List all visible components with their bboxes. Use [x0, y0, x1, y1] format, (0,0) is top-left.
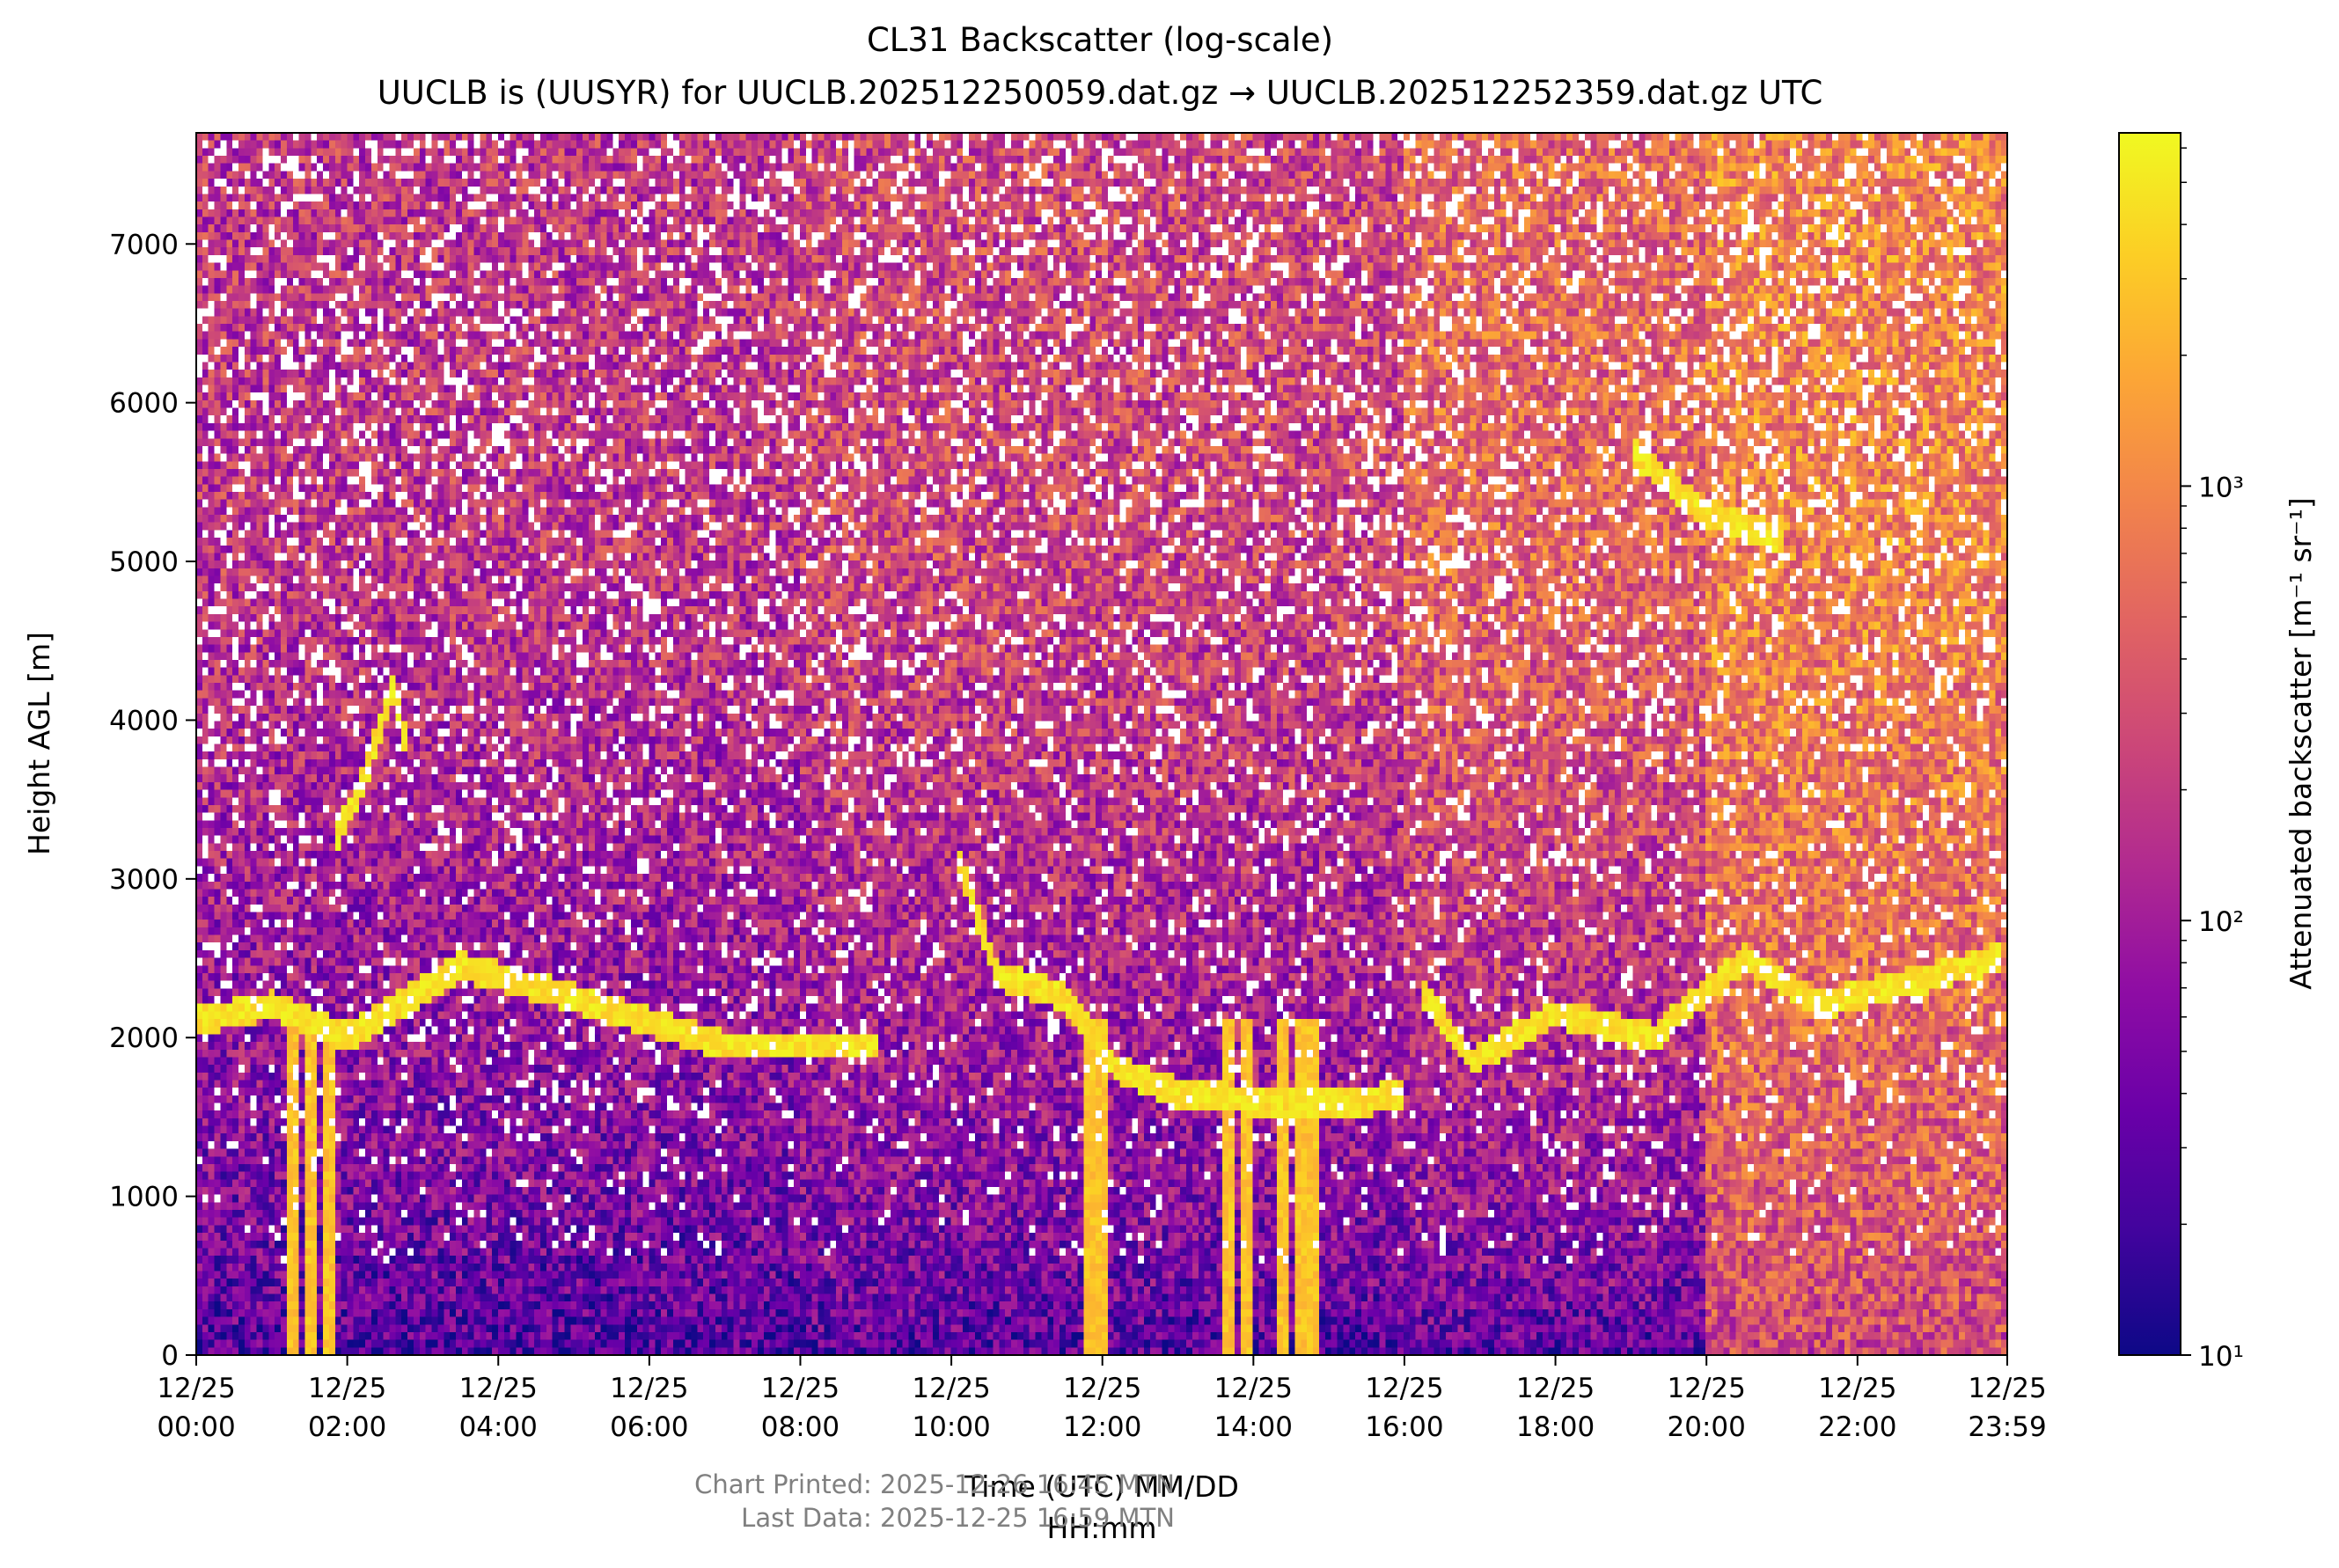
x-tick-label-date: 12/25	[610, 1373, 688, 1404]
x-tick-label-time: 18:00	[1516, 1411, 1595, 1443]
x-tick-label-date: 12/25	[157, 1373, 235, 1404]
x-tick-label-time: 23:59	[1968, 1411, 2046, 1443]
colorbar-tick-label: 10³	[2198, 472, 2244, 503]
y-tick-label: 0	[161, 1340, 179, 1372]
x-tick-label-time: 06:00	[610, 1411, 688, 1443]
colorbar-tick-label: 10²	[2198, 906, 2244, 938]
chart-printed-note: Chart Printed: 2025-12-26 16:45 MTN	[694, 1469, 1175, 1499]
y-tick-label: 4000	[109, 705, 179, 736]
y-tick-label: 5000	[109, 546, 179, 578]
x-tick-label-time: 04:00	[459, 1411, 538, 1443]
x-tick-label-time: 22:00	[1818, 1411, 1896, 1443]
colorbar	[2118, 132, 2181, 1356]
y-tick-label: 6000	[109, 388, 179, 420]
x-tick-label-time: 08:00	[761, 1411, 840, 1443]
y-tick-label: 3000	[109, 864, 179, 896]
colorbar-tick-label: 10¹	[2198, 1341, 2244, 1373]
last-data-note: Last Data: 2025-12-25 16:59 MTN	[741, 1503, 1175, 1533]
x-tick-label-date: 12/25	[1214, 1373, 1293, 1404]
x-tick-label-date: 12/25	[1668, 1373, 1746, 1404]
x-tick-label-date: 12/25	[761, 1373, 840, 1404]
y-tick-label: 7000	[109, 229, 179, 260]
x-axis-label-line2: HH:mm	[1046, 1511, 1156, 1545]
x-axis: 12/25 00:00 12/25 02:00 12/25 04:00 12/25 06:00…	[157, 1355, 2047, 1443]
x-tick-label-time: 10:00	[912, 1411, 990, 1443]
x-tick-label-date: 12/25	[1968, 1373, 2046, 1404]
y-axis: 0 1000 2000 3000 4000 5000 6000 7000	[109, 229, 196, 1372]
x-tick-label-time: 02:00	[308, 1411, 386, 1443]
y-tick-label: 1000	[109, 1182, 179, 1213]
x-tick-label-time: 20:00	[1668, 1411, 1746, 1443]
x-tick-label-date: 12/25	[1818, 1373, 1896, 1404]
backscatter-heatmap	[196, 133, 2007, 1355]
x-tick-label-date: 12/25	[308, 1373, 386, 1404]
x-tick-label-date: 12/25	[1063, 1373, 1141, 1404]
x-tick-label-time: 14:00	[1214, 1411, 1293, 1443]
colorbar-label: Attenuated backscatter [m⁻¹ sr⁻¹]	[2284, 497, 2318, 990]
y-tick-label: 2000	[109, 1022, 179, 1054]
plot-area	[196, 133, 2007, 1355]
chart-title: CL31 Backscatter (log-scale)	[867, 21, 1333, 59]
x-tick-label-time: 16:00	[1365, 1411, 1443, 1443]
chart-subtitle: UUCLB is (UUSYR) for UUCLB.202512250059.…	[378, 74, 1823, 112]
y-axis-label: Height AGL [m]	[22, 632, 56, 855]
x-tick-label-date: 12/25	[912, 1373, 990, 1404]
colorbar-axis: 10¹ 10² 10³	[2181, 147, 2244, 1373]
x-tick-label-time: 00:00	[157, 1411, 235, 1443]
x-tick-label-time: 12:00	[1063, 1411, 1141, 1443]
x-tick-label-date: 12/25	[1365, 1373, 1443, 1404]
x-axis-label: Time (UTC) MM/DD	[964, 1469, 1239, 1504]
x-tick-label-date: 12/25	[459, 1373, 538, 1404]
x-tick-label-date: 12/25	[1516, 1373, 1595, 1404]
